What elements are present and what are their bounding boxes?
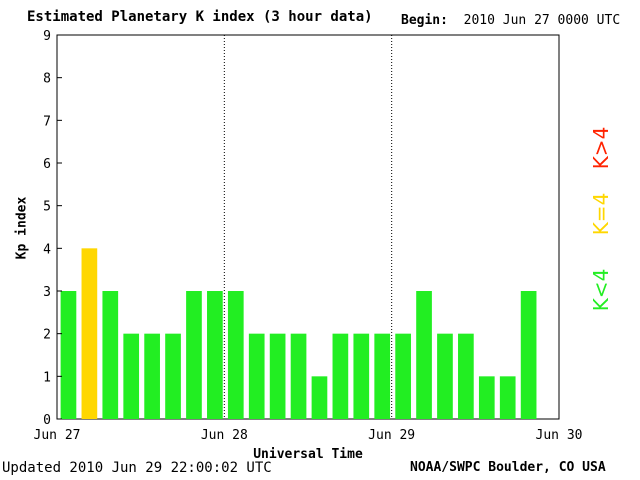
legend-above: K>4 — [589, 126, 613, 170]
kp-bar — [395, 333, 411, 419]
x-tick-label: Jun 27 — [34, 428, 81, 443]
axis-layer: 0 1 2 3 4 5 6 7 8 9 Jun 27 Jun 28 Jun 29 Jun 30 — [34, 29, 583, 443]
chart-title: Estimated Planetary K index (3 hour data… — [27, 9, 373, 25]
legend-below: K<4 — [589, 268, 613, 312]
kp-bar — [458, 333, 474, 419]
kp-bar — [123, 333, 140, 419]
y-tick-label: 1 — [43, 370, 51, 385]
kp-bar — [520, 291, 537, 419]
kp-bar — [437, 333, 453, 419]
kp-bar — [311, 376, 328, 419]
y-tick-label: 7 — [43, 114, 51, 129]
kp-bar — [102, 291, 119, 419]
grid-layer — [223, 35, 393, 419]
kp-bar — [60, 291, 77, 419]
kp-bar — [499, 376, 516, 419]
y-tick-label: 0 — [43, 413, 51, 428]
x-tick-label: Jun 28 — [201, 428, 248, 443]
x-tick-label: Jun 30 — [536, 428, 583, 443]
source-credit: NOAA/SWPC Boulder, CO USA — [410, 460, 606, 475]
updated-timestamp: Updated 2010 Jun 29 22:00:02 UTC — [2, 460, 272, 476]
y-tick-label: 5 — [43, 200, 51, 215]
y-tick-label: 9 — [43, 29, 51, 44]
bar-layer — [60, 248, 537, 419]
y-tick-label: 3 — [43, 285, 51, 300]
plot-frame — [56, 34, 560, 420]
y-tick-label: 8 — [43, 72, 51, 87]
y-tick-label: 2 — [43, 328, 51, 343]
begin-label: Begin: — [401, 13, 448, 28]
legend-equal: K=4 — [589, 192, 613, 236]
kp-bar — [332, 333, 349, 419]
kp-bar — [207, 291, 223, 419]
kp-bar — [374, 333, 391, 419]
y-tick-label: 6 — [43, 157, 51, 172]
kp-bar — [248, 333, 265, 419]
kp-bar — [290, 333, 307, 419]
begin-value: 2010 Jun 27 0000 UTC — [463, 13, 621, 28]
begin-time: Begin: 2010 Jun 27 0000 UTC — [401, 13, 620, 28]
kp-bar — [227, 291, 244, 419]
kp-bar — [269, 333, 286, 419]
x-axis-label: Universal Time — [253, 447, 363, 462]
kp-bar — [81, 248, 98, 419]
kp-bar — [144, 333, 160, 419]
y-axis-label: Kp index — [14, 196, 30, 260]
kp-bar — [478, 376, 495, 419]
kp-bar — [165, 333, 181, 419]
y-tick-label: 4 — [43, 242, 51, 257]
kp-bar — [186, 291, 202, 419]
kp-bar — [353, 333, 370, 419]
x-tick-label: Jun 29 — [368, 428, 415, 443]
kp-bar — [416, 291, 432, 419]
